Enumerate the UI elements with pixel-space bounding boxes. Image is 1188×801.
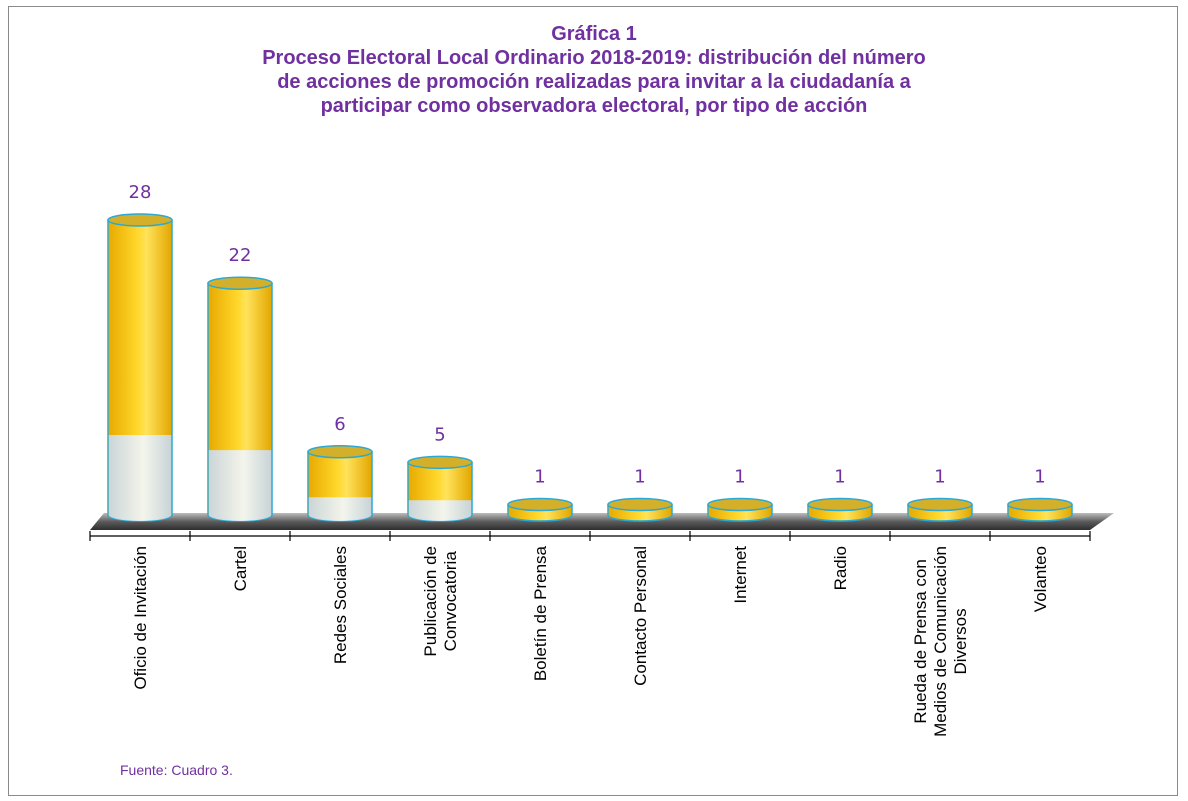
x-tick-label-8: Radio xyxy=(831,546,850,590)
bar-9 xyxy=(907,497,973,522)
bar-base-band xyxy=(108,435,172,521)
bar-top xyxy=(907,497,973,512)
bar-top xyxy=(707,497,773,512)
bar-6 xyxy=(607,497,673,522)
data-label-7: 1 xyxy=(734,466,745,487)
bar-base-band xyxy=(408,500,472,521)
x-tick-label-3: Redes Sociales xyxy=(331,546,350,664)
x-tick-label-line: Rueda de Prensa con xyxy=(911,559,930,723)
data-label-9: 1 xyxy=(934,466,945,487)
bar-top xyxy=(307,445,373,459)
data-label-8: 1 xyxy=(834,466,845,487)
data-label-6: 1 xyxy=(634,466,645,487)
x-tick-label-line: Oficio de Invitación xyxy=(131,546,150,690)
x-tick-label-line: Boletín de Prensa xyxy=(531,545,550,681)
x-tick-label-line: Volanteo xyxy=(1031,546,1050,612)
chart-subtitle-line-2: de acciones de promoción realizadas para… xyxy=(277,71,911,93)
data-label-2: 22 xyxy=(229,245,252,266)
x-tick-label-9: Rueda de Prensa conMedios de Comunicació… xyxy=(911,546,970,737)
x-tick-label-5: Boletín de Prensa xyxy=(531,545,550,681)
data-label-5: 1 xyxy=(534,466,545,487)
data-label-1: 28 xyxy=(129,182,152,203)
source-note: Fuente: Cuadro 3. xyxy=(120,762,233,778)
data-label-4: 5 xyxy=(434,424,445,445)
data-label-10: 1 xyxy=(1034,466,1045,487)
bar-top xyxy=(1007,497,1073,512)
bar-top xyxy=(607,497,673,512)
bar-7 xyxy=(707,497,773,522)
chart-frame xyxy=(8,6,1178,796)
data-label-3: 6 xyxy=(334,414,345,435)
x-tick-label-4: Publicación deConvocatoria xyxy=(421,546,460,657)
chart-subtitle-line-3: participar como observadora electoral, p… xyxy=(320,95,868,117)
bar-10 xyxy=(1007,497,1073,522)
x-tick-label-line: Publicación de xyxy=(421,546,440,657)
bar-top xyxy=(107,213,173,227)
chart-title-block: Gráfica 1 Proceso Electoral Local Ordina… xyxy=(0,22,1188,118)
x-tick-label-7: Internet xyxy=(731,546,750,604)
x-tick-label-line: Cartel xyxy=(231,546,250,591)
bar-5 xyxy=(507,497,573,522)
x-tick-label-line: Convocatoria xyxy=(441,551,460,652)
bar-top xyxy=(207,276,273,290)
chart-title: Gráfica 1 xyxy=(551,23,637,45)
bar-base-band xyxy=(208,450,272,521)
bar-base-band xyxy=(308,497,372,521)
chart-subtitle-line-1: Proceso Electoral Local Ordinario 2018-2… xyxy=(262,47,926,69)
bar-top xyxy=(407,455,473,470)
x-tick-label-line: Diversos xyxy=(951,608,970,674)
bar-4 xyxy=(407,455,473,522)
x-tick-label-line: Medios de Comunicación xyxy=(931,546,950,737)
bar-top xyxy=(507,497,573,512)
bar-8 xyxy=(807,497,873,522)
x-tick-label-2: Cartel xyxy=(231,546,250,591)
bar-1 xyxy=(107,213,173,522)
x-tick-label-line: Redes Sociales xyxy=(331,546,350,664)
bar-3 xyxy=(307,445,373,522)
bar-top xyxy=(807,497,873,512)
x-tick-label-line: Internet xyxy=(731,546,750,604)
x-tick-label-1: Oficio de Invitación xyxy=(131,546,150,690)
x-tick-label-line: Radio xyxy=(831,546,850,590)
x-tick-label-6: Contacto Personal xyxy=(631,546,650,686)
bar-2 xyxy=(207,276,273,522)
x-tick-label-10: Volanteo xyxy=(1031,546,1050,612)
x-tick-label-line: Contacto Personal xyxy=(631,546,650,686)
